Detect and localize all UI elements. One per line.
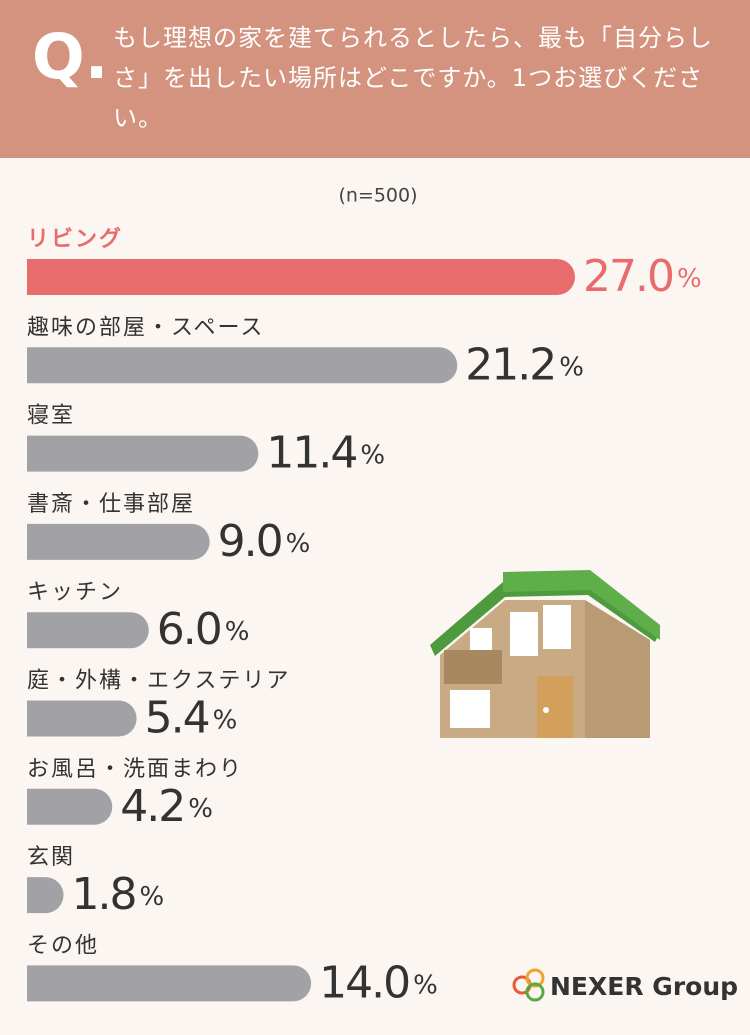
value-label: 14.0% — [319, 957, 437, 1008]
category-label: 書斎・仕事部屋 — [27, 492, 195, 517]
bar — [27, 877, 64, 914]
bar — [27, 700, 137, 737]
value-label: 27.0% — [583, 251, 701, 302]
category-label: キッチン — [27, 580, 123, 605]
bar — [27, 523, 210, 560]
value-label: 9.0% — [218, 516, 310, 567]
value-label: 11.4% — [266, 428, 384, 479]
header: Q. もし理想の家を建てられるとしたら、最も「自分らしさ」を出したい場所はどこで… — [0, 0, 750, 158]
category-label: 庭・外構・エクステリア — [27, 669, 290, 694]
category-label: リビング — [27, 226, 123, 252]
bar — [27, 612, 149, 649]
bar — [27, 435, 259, 472]
category-label: その他 — [27, 933, 99, 958]
bar — [27, 259, 575, 295]
house-illustration — [430, 570, 660, 738]
value-label: 21.2% — [465, 339, 583, 390]
value-label: 6.0% — [157, 604, 249, 655]
sample-size: (n=500) — [338, 185, 417, 207]
value-label: 4.2% — [120, 781, 212, 832]
bar — [27, 788, 113, 825]
category-label: 趣味の部屋・スペース — [27, 315, 264, 340]
bar — [27, 347, 458, 384]
logo-text: NEXER Group — [550, 972, 738, 1001]
value-label: 5.4% — [145, 693, 237, 744]
category-label: お風呂・洗面まわり — [27, 757, 243, 782]
category-label: 玄関 — [27, 845, 75, 870]
question-text: もし理想の家を建てられるとしたら、最も「自分らしさ」を出したい場所はどこですか。… — [113, 24, 713, 132]
question-marker: Q. — [32, 20, 109, 93]
value-label: 1.8% — [72, 869, 164, 920]
category-label: 寝室 — [27, 404, 75, 429]
bar — [27, 965, 312, 1002]
logo: NEXER Group — [512, 968, 738, 1002]
